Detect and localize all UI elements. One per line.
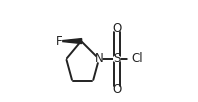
Ellipse shape <box>114 86 119 91</box>
Text: Cl: Cl <box>131 52 143 65</box>
Ellipse shape <box>57 39 62 43</box>
Ellipse shape <box>114 56 120 62</box>
Text: S: S <box>113 52 121 65</box>
Text: N: N <box>95 52 103 65</box>
Ellipse shape <box>96 56 102 62</box>
Text: O: O <box>112 22 122 35</box>
Text: O: O <box>112 83 122 96</box>
Ellipse shape <box>128 54 145 64</box>
Ellipse shape <box>114 27 119 32</box>
Polygon shape <box>58 39 82 44</box>
Text: F: F <box>55 35 62 48</box>
